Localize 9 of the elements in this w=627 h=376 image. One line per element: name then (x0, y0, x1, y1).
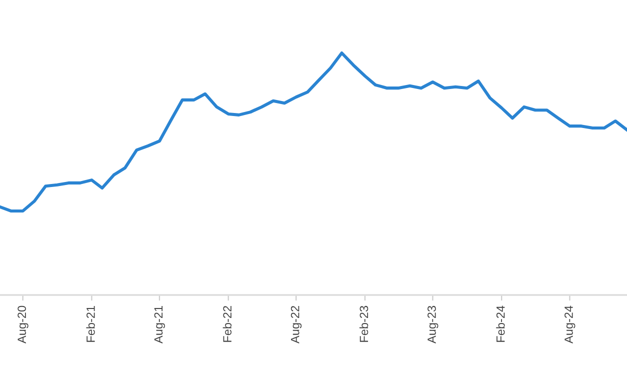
x-tick-label: Aug-24 (564, 306, 576, 344)
x-tick-label: Aug-21 (154, 306, 165, 344)
x-tick-label: Aug-23 (428, 306, 438, 344)
x-tick-label: Feb-24 (496, 306, 505, 342)
x-tick-label: Aug-22 (290, 306, 302, 344)
x-tick-label: Feb-23 (359, 306, 368, 342)
x-tick-label: Aug-20 (18, 306, 28, 344)
x-tick-label: Feb-22 (222, 306, 232, 342)
x-tick-label: Feb-21 (86, 306, 95, 342)
